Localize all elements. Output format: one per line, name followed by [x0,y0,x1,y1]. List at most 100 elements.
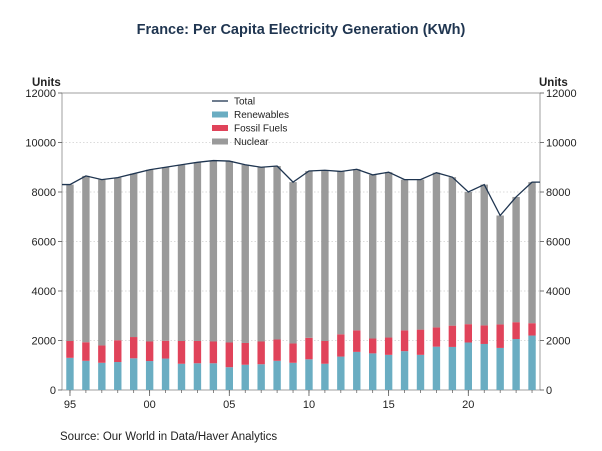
bar-fossil-fuels [114,340,122,363]
legend: Total Renewables Fossil Fuels Nuclear [212,97,289,148]
y-tick-label-left: 10000 [25,138,56,150]
bar-nuclear [209,160,218,342]
bar-renewables [400,351,409,390]
bar-nuclear [289,182,297,344]
bar-nuclear [241,164,249,343]
bar-fossil-fuels [82,342,90,361]
bar-nuclear [337,171,345,335]
total-line-group [62,159,540,217]
bar-nuclear [480,184,488,326]
x-tick-label: 00 [144,399,156,411]
bar-renewables [114,362,122,390]
bar-fossil-fuels [225,342,233,368]
bar-fossil-fuels [161,340,170,359]
bar-fossil-fuels [66,340,74,358]
bar-nuclear [225,161,233,343]
bar-renewables [273,360,281,390]
legend-swatch-nuclear [212,138,228,145]
chart-source: Source: Our World in Data/Haver Analytic… [60,431,278,443]
bar-nuclear [145,169,154,342]
bar-renewables [289,362,297,390]
bar-renewables [225,367,233,390]
y-tick-label-right: 2000 [546,336,570,348]
bar-nuclear [273,166,281,340]
bar-renewables [416,354,425,390]
bar-renewables [82,360,90,390]
bar-nuclear [161,167,170,341]
y-tick-label-right: 0 [546,385,552,397]
bar-fossil-fuels [98,345,106,363]
bar-fossil-fuels [416,329,425,355]
bar-fossil-fuels [400,330,409,352]
bar-fossil-fuels [193,340,202,364]
bar-renewables [145,361,154,390]
bar-renewables [512,339,520,390]
bar-fossil-fuels [432,327,441,347]
y-tick-label-left: 12000 [25,88,56,100]
bar-renewables [130,358,138,390]
bar-fossil-fuels [448,325,457,347]
bar-nuclear [193,162,202,341]
bar-nuclear [369,174,377,339]
x-tick-label: 15 [383,399,395,411]
bar-fossil-fuels [177,340,186,364]
bar-renewables [384,354,393,390]
x-tick-label: 05 [223,399,235,411]
gridlines [62,142,540,341]
legend-label: Nuclear [234,137,269,148]
bar-renewables [369,353,377,390]
bar-nuclear [384,172,393,338]
y-tick-label-right: 12000 [546,88,577,100]
bar-nuclear [98,179,106,346]
bar-fossil-fuels [130,337,138,359]
bar-fossil-fuels [337,334,345,357]
bar-fossil-fuels [512,322,520,340]
bar-renewables [161,358,170,390]
bar-fossil-fuels [464,324,472,343]
bar-fossil-fuels [273,339,281,361]
left-units-label: Units [32,77,61,89]
bar-nuclear [464,192,472,325]
bar-nuclear [400,179,409,331]
bar-nuclear [130,173,138,338]
bar-renewables [448,346,457,390]
bar-renewables [464,342,472,390]
x-tick-label: 20 [462,399,474,411]
bar-renewables [177,363,186,390]
bar-nuclear [416,179,425,330]
bar-renewables [496,347,504,390]
bar-renewables [353,351,361,390]
bar-renewables [337,356,345,390]
bar-fossil-fuels [384,337,393,355]
bar-fossil-fuels [289,343,297,363]
bar-renewables [321,363,329,390]
bar-fossil-fuels [305,337,313,360]
legend-label: Total [234,97,255,108]
y-tick-label-left: 8000 [32,187,56,199]
total-line [62,159,540,217]
bar-nuclear [496,215,504,325]
bar-nuclear [432,172,441,328]
bar-nuclear [353,169,361,331]
x-tick-label: 10 [303,399,315,411]
bar-renewables [98,362,106,390]
y-tick-label-right: 10000 [546,138,577,150]
bar-nuclear [528,182,536,324]
y-tick-label-left: 0 [50,385,56,397]
legend-swatch-renewables [212,111,228,118]
y-tick-label-left: 2000 [32,336,56,348]
bar-renewables [66,357,74,390]
bar-renewables [209,363,218,390]
bar-fossil-fuels [257,341,265,365]
bar-renewables [193,363,202,390]
bar-fossil-fuels [496,324,504,348]
bar-nuclear [257,167,265,342]
bar-nuclear [114,177,122,341]
bar-fossil-fuels [528,323,536,336]
bar-fossil-fuels [145,341,154,362]
y-tick-label-right: 6000 [546,237,570,249]
bar-renewables [257,364,265,390]
bar-renewables [480,343,488,390]
